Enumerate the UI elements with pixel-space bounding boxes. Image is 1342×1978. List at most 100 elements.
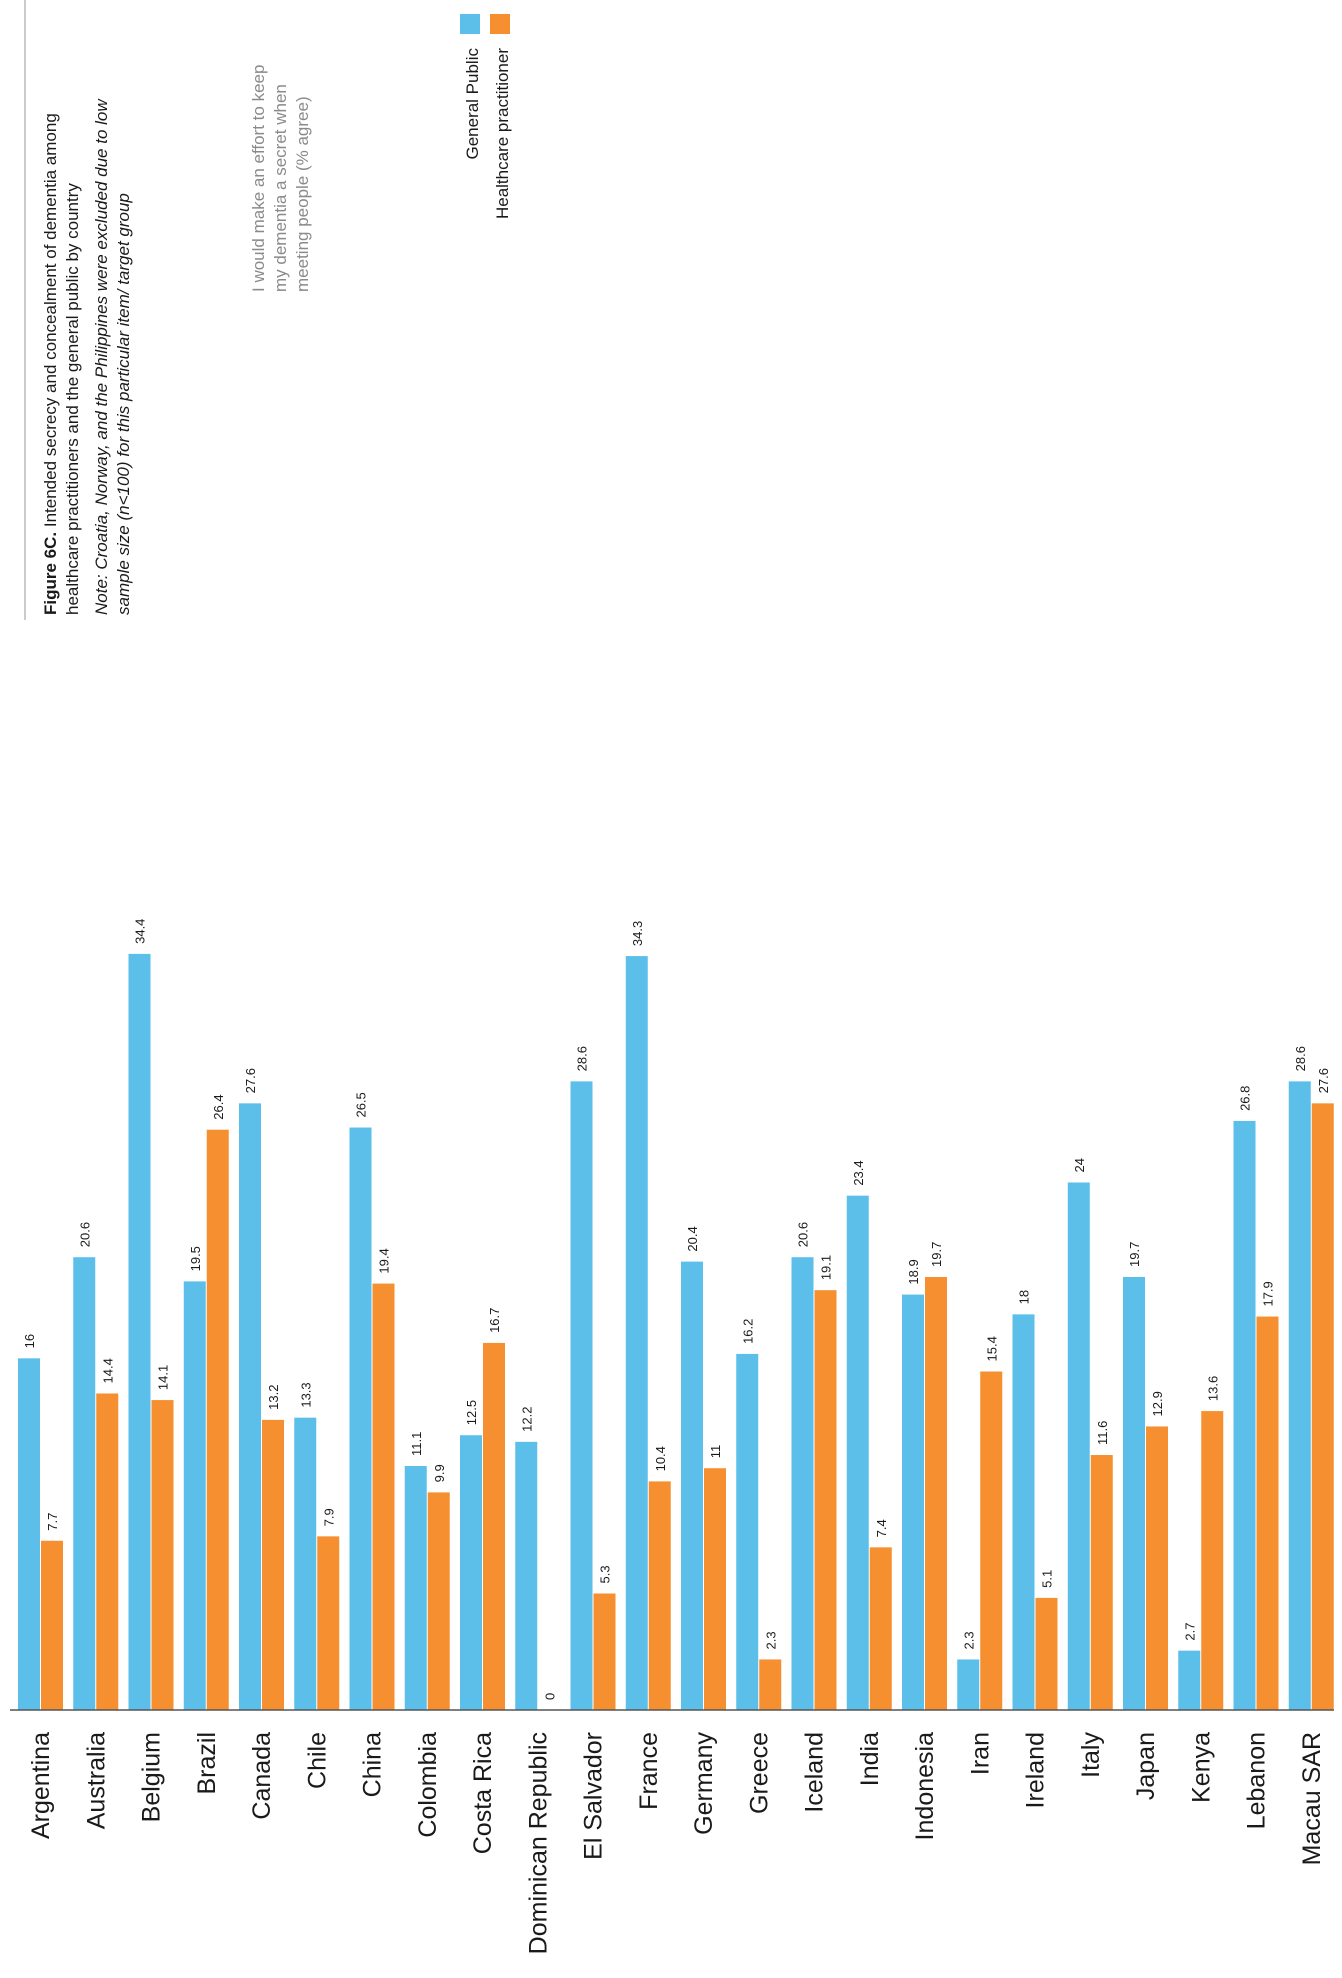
value-label-general-public-colombia: 11.1 (409, 1432, 424, 1456)
bar-general-public-indonesia (902, 1294, 924, 1710)
bar-healthcare-australia (96, 1393, 119, 1710)
value-label-healthcare-germany: 11 (708, 1445, 723, 1459)
value-label-general-public-costa-rica: 12.5 (464, 1400, 479, 1425)
bar-healthcare-belgium (151, 1400, 174, 1710)
value-label-general-public-argentina: 16 (22, 1334, 37, 1348)
value-label-healthcare-macau-sar: 27.6 (1316, 1068, 1331, 1093)
category-label-kenya: Kenya (1187, 1732, 1215, 1803)
bar-healthcare-chile (317, 1536, 340, 1710)
category-label-italy: Italy (1077, 1732, 1105, 1778)
category-label-dominican-republic: Dominican Republic (524, 1732, 552, 1954)
value-label-healthcare-brazil: 26.4 (211, 1094, 226, 1119)
category-label-el-salvador: El Salvador (580, 1732, 608, 1860)
value-label-general-public-greece: 16.2 (740, 1319, 755, 1344)
value-label-general-public-kenya: 2.7 (1182, 1623, 1197, 1641)
value-label-healthcare-dominican-republic: 0 (542, 1693, 557, 1700)
bar-general-public-macau-sar (1288, 1081, 1311, 1710)
figure-note-line-1: Note: Croatia, Norway, and the Philippin… (92, 98, 111, 615)
bar-healthcare-canada (262, 1419, 284, 1710)
figure-header: Figure 6C. Intended secrecy and concealm… (24, 0, 133, 620)
bar-healthcare-greece (759, 1659, 782, 1710)
value-label-general-public-france: 34.3 (630, 921, 645, 946)
bar-general-public-iceland (791, 1257, 814, 1710)
value-label-general-public-iceland: 20.6 (796, 1222, 811, 1247)
subtitle-line-1: I would make an effort to keep (249, 65, 268, 292)
bar-general-public-brazil (183, 1281, 206, 1710)
category-label-brazil: Brazil (193, 1732, 221, 1795)
value-label-general-public-iran: 2.3 (961, 1631, 976, 1649)
bar-healthcare-france (648, 1481, 671, 1710)
bar-general-public-india (846, 1195, 869, 1710)
value-label-general-public-japan: 19.7 (1127, 1242, 1142, 1267)
category-label-colombia: Colombia (414, 1732, 442, 1838)
value-label-general-public-ireland: 18 (1017, 1290, 1032, 1304)
bar-general-public-lebanon (1233, 1120, 1256, 1710)
subtitle-line-3: meeting people (% agree) (293, 96, 312, 292)
value-label-healthcare-china: 19.4 (377, 1248, 392, 1273)
legend-swatch-general-public (460, 14, 480, 34)
category-label-germany: Germany (690, 1732, 718, 1835)
value-label-general-public-macau-sar: 28.6 (1293, 1046, 1308, 1071)
value-label-healthcare-iceland: 19.1 (819, 1255, 834, 1280)
value-label-healthcare-chile: 7.9 (321, 1508, 336, 1526)
value-label-general-public-germany: 20.4 (685, 1226, 700, 1251)
value-label-healthcare-argentina: 7.7 (45, 1513, 60, 1531)
category-label-greece: Greece (745, 1732, 773, 1814)
bar-general-public-costa-rica (460, 1435, 482, 1710)
value-label-general-public-brazil: 19.5 (188, 1246, 203, 1271)
value-label-general-public-china: 26.5 (354, 1092, 369, 1117)
bar-healthcare-ireland (1035, 1597, 1058, 1710)
value-label-healthcare-ireland: 5.1 (1040, 1570, 1055, 1588)
bar-healthcare-iran (980, 1371, 1003, 1710)
value-label-general-public-australia: 20.6 (77, 1222, 92, 1247)
value-label-healthcare-kenya: 13.6 (1205, 1376, 1220, 1401)
bar-general-public-dominican-republic (515, 1441, 538, 1710)
value-label-general-public-italy: 24 (1072, 1158, 1087, 1172)
category-label-indonesia: Indonesia (911, 1732, 939, 1841)
category-label-canada: Canada (248, 1732, 276, 1820)
category-label-china: China (359, 1732, 387, 1797)
bar-healthcare-kenya (1201, 1411, 1224, 1710)
category-label-iran: Iran (966, 1732, 994, 1775)
value-label-healthcare-iran: 15.4 (984, 1336, 999, 1361)
category-label-india: India (856, 1732, 884, 1786)
value-label-healthcare-france: 10.4 (653, 1446, 668, 1471)
value-labels-layer: 16 7.7 20.6 14.4 34.4 14.1 19.5 26.4 27.6 13.2 13.… (22, 919, 1331, 1700)
bar-healthcare-argentina (41, 1540, 63, 1710)
value-label-healthcare-greece: 2.3 (763, 1631, 778, 1649)
bar-healthcare-germany (704, 1468, 726, 1710)
bar-healthcare-colombia (427, 1492, 450, 1710)
value-label-general-public-india: 23.4 (851, 1160, 866, 1185)
value-label-healthcare-lebanon: 17.9 (1261, 1281, 1276, 1306)
bar-general-public-canada (239, 1103, 261, 1710)
value-label-general-public-lebanon: 26.8 (1238, 1086, 1253, 1111)
bar-healthcare-el-salvador (593, 1593, 616, 1710)
bars-layer (18, 953, 1334, 1710)
bar-general-public-iran (957, 1659, 980, 1710)
legend-label-healthcare-practitioner: Healthcare practitioner (493, 48, 512, 219)
bar-general-public-ireland (1012, 1314, 1035, 1710)
bar-general-public-greece (736, 1353, 759, 1710)
figure-title: Figure 6C. Intended secrecy and concealm… (41, 113, 60, 615)
bar-general-public-kenya (1178, 1650, 1201, 1710)
value-label-healthcare-colombia: 9.9 (432, 1464, 447, 1482)
bar-healthcare-japan (1146, 1426, 1168, 1710)
legend-swatch-healthcare-practitioner (490, 14, 510, 34)
value-label-general-public-el-salvador: 28.6 (575, 1046, 590, 1071)
category-labels-layer: Argentina Australia Belgium Brazil Canada Chi… (27, 1732, 1326, 1955)
bar-general-public-japan (1123, 1276, 1145, 1710)
subtitle-line-2: my dementia a secret when (271, 84, 290, 292)
category-label-japan: Japan (1132, 1732, 1160, 1800)
figure-title-line-2: healthcare practitioners and the general… (63, 183, 82, 615)
category-label-lebanon: Lebanon (1243, 1732, 1271, 1829)
value-label-healthcare-australia: 14.4 (100, 1358, 115, 1383)
category-label-macau-sar: Macau SAR (1298, 1732, 1326, 1865)
bar-healthcare-china (372, 1283, 395, 1710)
value-label-healthcare-costa-rica: 16.7 (487, 1308, 502, 1333)
bar-general-public-italy (1067, 1182, 1090, 1710)
bar-general-public-germany (681, 1261, 703, 1710)
bar-general-public-chile (294, 1417, 317, 1710)
bar-healthcare-costa-rica (483, 1342, 505, 1710)
value-label-general-public-dominican-republic: 12.2 (519, 1407, 534, 1432)
